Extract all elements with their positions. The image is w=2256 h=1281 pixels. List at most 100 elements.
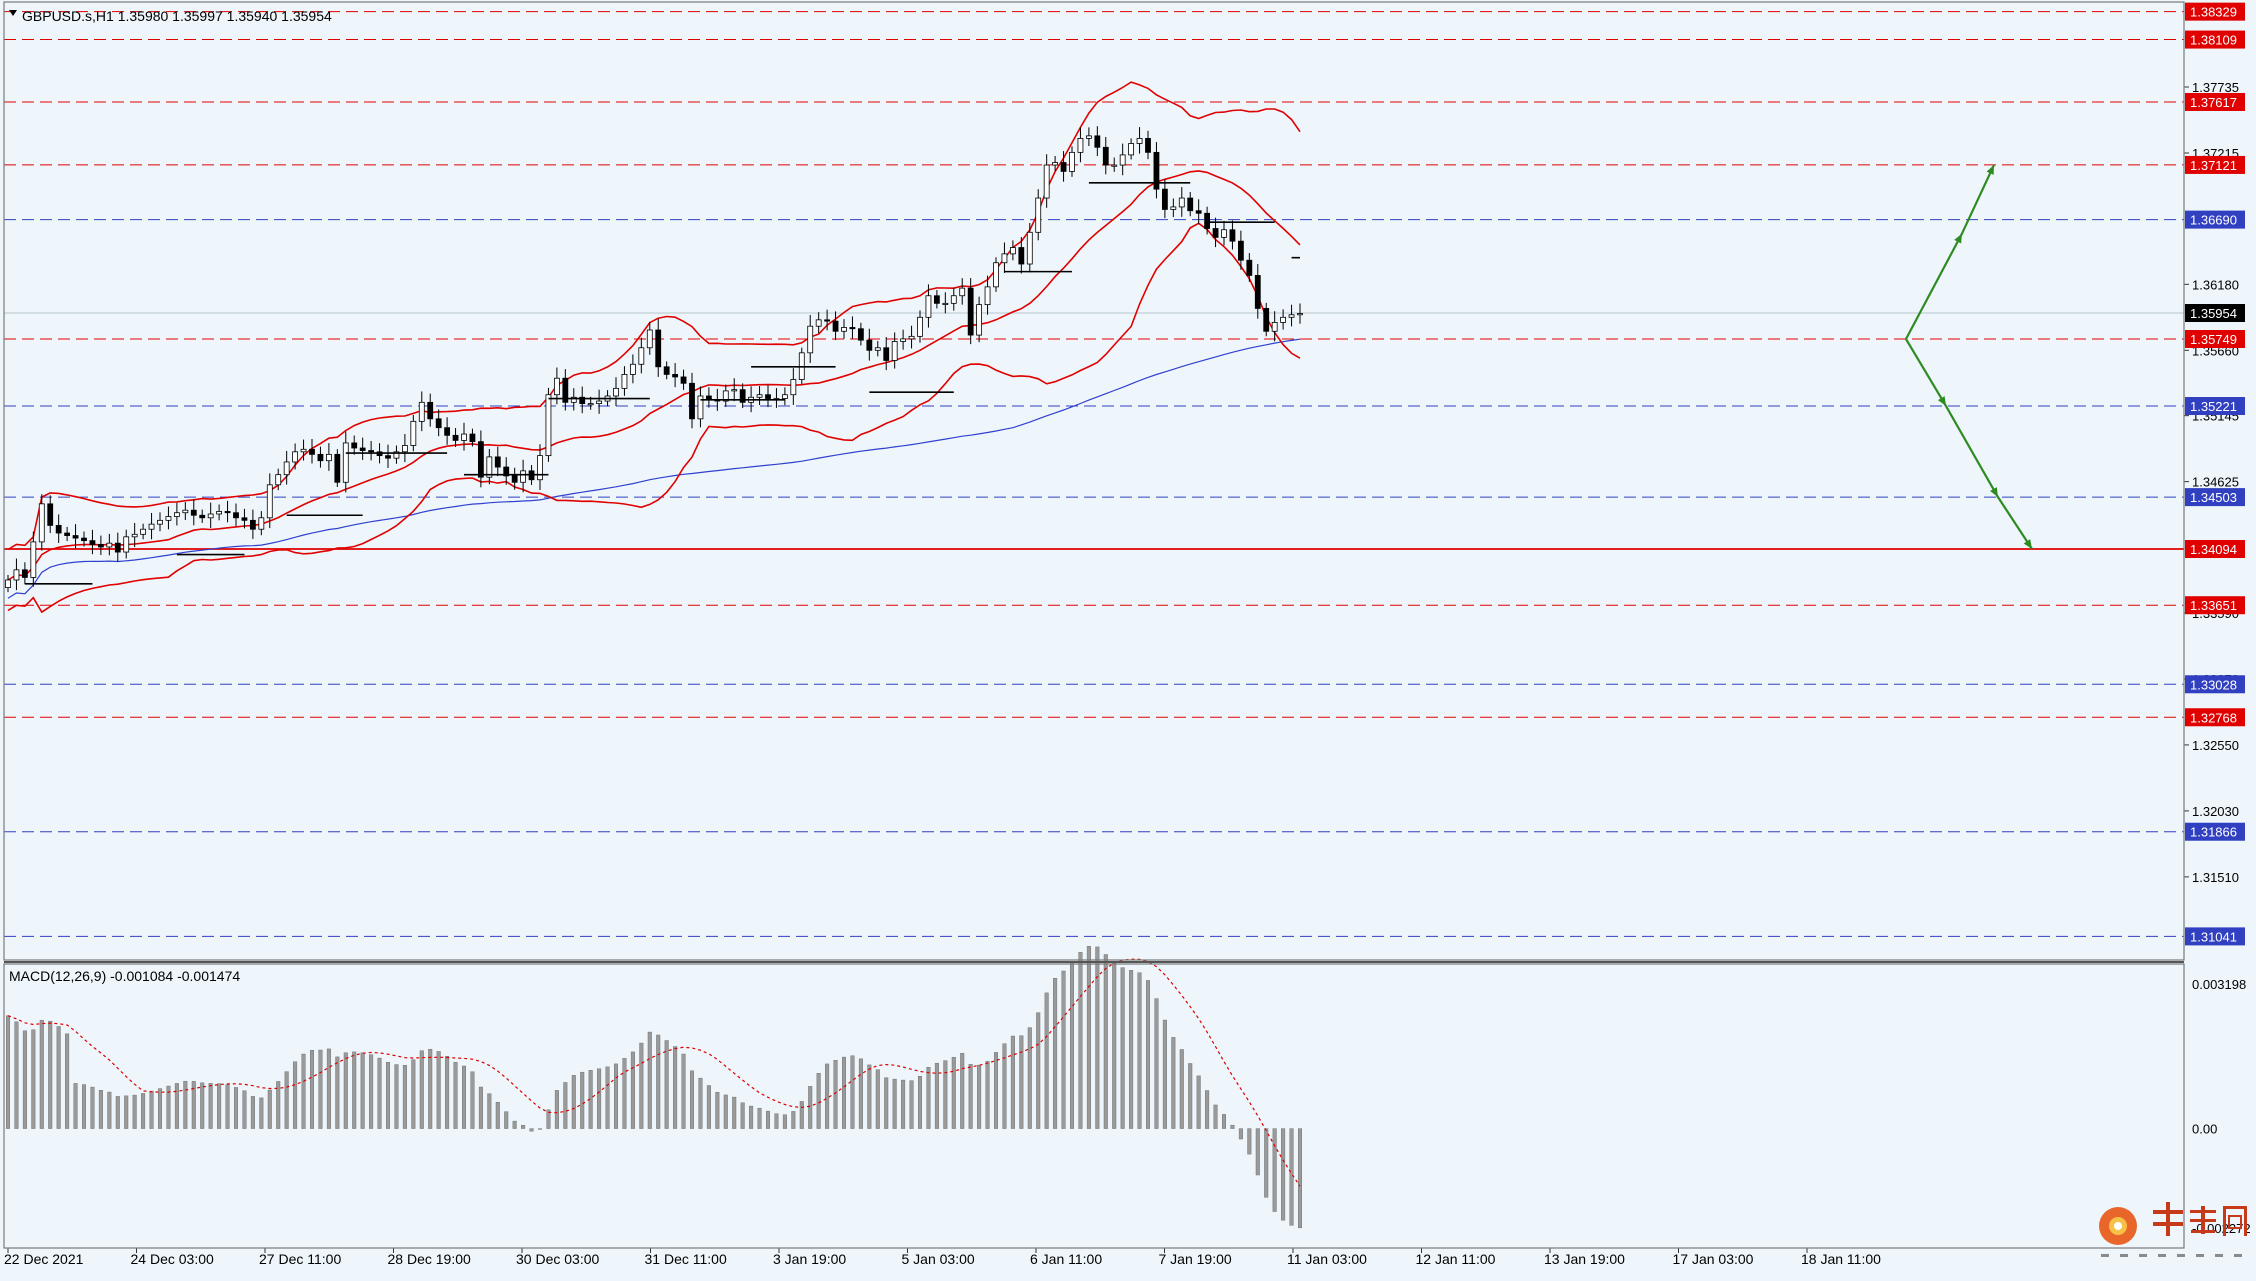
price-tag [2185,822,2245,841]
macd-bar [1027,1027,1032,1129]
macd-bar [377,1057,382,1129]
candle-body [359,447,366,451]
macd-bar [394,1064,399,1129]
candle-body [1119,154,1126,166]
macd-bar [1036,1012,1041,1129]
candle-body [1246,259,1253,276]
candle-body [114,542,121,553]
candle-body [5,579,11,588]
price-tag-label: 1.35749 [2190,332,2237,347]
candles-layer [5,126,1303,593]
candle-body [613,387,619,397]
macd-bar [284,1071,289,1129]
macd-bar [1179,1049,1184,1129]
macd-bar [985,1061,990,1129]
macd-bar [462,1065,467,1129]
candle-body [224,511,231,514]
price-tag-label: 1.33651 [2190,598,2237,613]
candle-body [1195,210,1202,214]
macd-bar [369,1054,374,1129]
candle-body [984,286,991,306]
price-tick-label: 1.31510 [2192,870,2239,885]
macd-bar [875,1069,880,1129]
macd-bar [715,1091,720,1129]
candle-body [477,441,484,478]
macd-bar [453,1062,458,1129]
price-tag [2185,210,2245,229]
macd-bar [901,1079,906,1129]
macd-bar [242,1090,247,1129]
candle-body [1187,197,1194,212]
macd-bar [723,1094,728,1129]
candle-body [1229,229,1236,242]
forecast-arrow-down-head [1937,396,1946,407]
candle-body [570,396,577,403]
candle-body [537,455,543,481]
candle-body [993,262,999,288]
macd-bar [647,1031,652,1129]
candle-body [199,514,206,519]
price-tag-label: 1.34503 [2190,490,2237,505]
candle-body [545,394,552,457]
macd-bar [293,1061,298,1129]
macd-bar [825,1063,830,1129]
time-tick-label: 27 Dec 11:00 [259,1251,341,1267]
triangle-down-icon[interactable] [9,10,17,16]
candle-body [629,363,636,375]
candle-body [967,287,974,336]
candle-body [781,394,788,399]
price-tag [2185,596,2245,615]
candle-body [1136,138,1143,144]
macd-bar [174,1083,179,1129]
candle-body [173,512,180,517]
candle-body [241,517,248,521]
time-tick-label: 18 Jan 11:00 [1801,1251,1881,1267]
macd-bar [90,1086,95,1129]
forecast-arrow-down [1905,338,2033,550]
macd-bar [918,1076,923,1129]
time-tick-label: 31 Dec 11:00 [645,1251,727,1267]
watermark-sub-mark [2101,1254,2242,1257]
macd-bar [259,1097,264,1129]
macd-bar [22,1030,27,1129]
price-tag-label: 1.38109 [2190,33,2237,48]
candle-body [38,503,45,543]
candle-body [1128,143,1135,156]
time-tick-label: 13 Jan 19:00 [1544,1251,1625,1267]
candle-body [655,329,662,368]
macd-bar [808,1086,813,1129]
time-tick-label: 11 Jan 03:00 [1287,1251,1367,1267]
macd-bar [233,1087,238,1129]
macd-bar [65,1033,70,1129]
candle-body [1254,275,1261,309]
macd-bar [386,1062,391,1129]
price-tick-label: 1.34625 [2192,475,2239,490]
candle-body [756,394,763,398]
macd-bar [1053,978,1058,1129]
candle-body [866,339,873,351]
macd-bar [842,1056,847,1129]
macd-bar [639,1042,644,1129]
candle-body [165,516,172,521]
macd-bar [1289,1128,1294,1226]
macd-bar [766,1110,771,1129]
macd-bar [352,1051,357,1129]
macd-bar [115,1096,120,1129]
macd-bar [411,1059,416,1129]
candle-body [587,403,594,406]
candle-body [140,528,147,535]
candle-body [807,325,814,354]
macd-bar [977,1064,982,1129]
macd-bar [858,1058,863,1129]
price-tag [2185,397,2245,416]
macd-bar [681,1053,686,1129]
forecast-arrow-down-head [2023,539,2032,550]
candle-body [418,401,425,422]
watermark [2099,1202,2247,1257]
candle-body [697,395,704,420]
macd-bar [554,1090,559,1129]
candle-body [790,379,797,396]
macd-bar [250,1096,255,1129]
macd-bar [402,1065,407,1129]
